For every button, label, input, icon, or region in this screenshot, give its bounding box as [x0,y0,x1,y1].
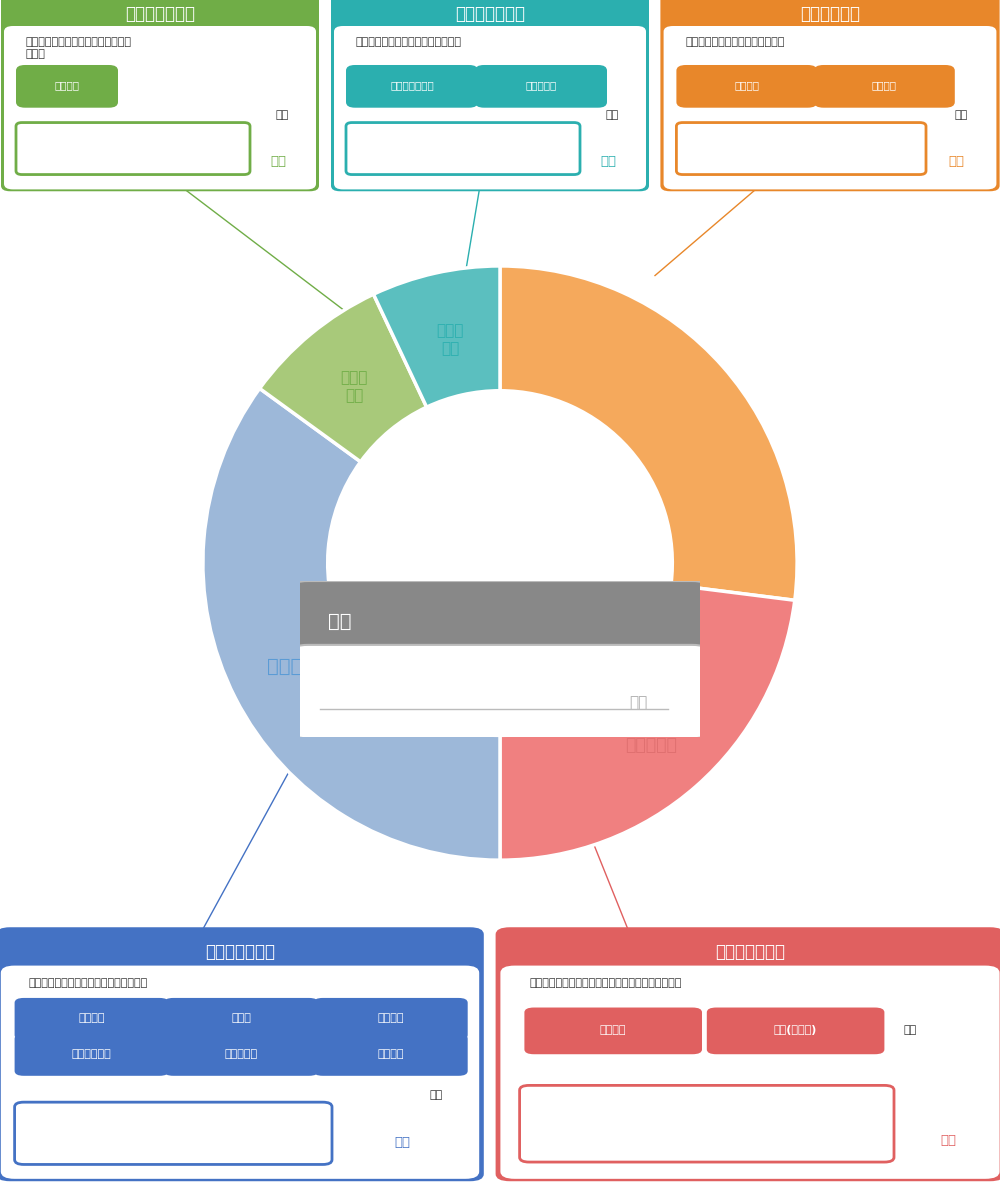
FancyBboxPatch shape [292,581,708,662]
FancyBboxPatch shape [1,966,479,1179]
FancyBboxPatch shape [164,998,318,1040]
Text: 外貨預金: 外貨預金 [377,1014,404,1023]
FancyBboxPatch shape [334,26,646,189]
FancyBboxPatch shape [15,998,169,1040]
FancyBboxPatch shape [314,1034,468,1076]
Text: 目的を決めた
まもるお金: 目的を決めた まもるお金 [620,715,682,754]
Text: 自分では使わず大切な家族にのこし
たい。: 自分では使わず大切な家族にのこし たい。 [25,37,131,59]
FancyBboxPatch shape [16,122,250,175]
FancyBboxPatch shape [314,998,468,1040]
Text: 将来に向けて運用してふやしてみたい。: 将来に向けて運用してふやしてみたい。 [28,978,148,987]
Text: 定期預金: 定期預金 [600,1025,626,1035]
FancyBboxPatch shape [331,0,649,192]
FancyBboxPatch shape [524,1008,702,1054]
FancyBboxPatch shape [292,645,708,738]
Text: 日常生活で
使うお金: 日常生活で 使うお金 [645,393,698,431]
Wedge shape [203,388,500,860]
Text: 医療・がん保険: 医療・がん保険 [390,80,434,90]
FancyBboxPatch shape [707,1008,884,1054]
FancyBboxPatch shape [1,0,319,192]
FancyBboxPatch shape [664,26,996,189]
Text: 普通預金: 普通預金 [734,80,759,90]
Text: など: など [276,110,289,120]
Text: のこす
お金: のこす お金 [340,370,368,403]
FancyBboxPatch shape [164,1034,318,1076]
Text: 貯蓄預金: 貯蓄預金 [872,80,897,90]
Text: 国債(公共債): 国債(公共債) [774,1025,817,1035]
FancyBboxPatch shape [676,122,926,175]
Wedge shape [260,295,427,461]
Text: 使う目的が決まっているので、着実に準備したい。: 使う目的が決まっているので、着実に準備したい。 [529,978,682,987]
Text: 「使う」お金: 「使う」お金 [800,5,860,23]
FancyBboxPatch shape [15,1034,169,1076]
Text: など: など [429,1090,442,1100]
FancyBboxPatch shape [346,65,478,108]
Text: 万円: 万円 [270,155,286,168]
FancyBboxPatch shape [660,0,1000,192]
FancyBboxPatch shape [346,122,580,175]
Wedge shape [373,266,500,407]
Text: 投資信託: 投資信託 [78,1014,105,1023]
Text: 「のこす」お金: 「のこす」お金 [125,5,195,23]
Text: ふやすお金: ふやすお金 [267,658,326,677]
FancyBboxPatch shape [676,65,817,108]
Text: 合計: 合計 [328,612,352,631]
FancyBboxPatch shape [475,65,607,108]
Text: 終身保険: 終身保険 [377,1049,404,1059]
Text: など: など [954,110,968,120]
Text: 「ふやす」お金: 「ふやす」お金 [205,943,275,962]
Text: 終身保険: 終身保険 [54,80,80,90]
Wedge shape [500,585,795,860]
Circle shape [328,391,672,736]
FancyBboxPatch shape [16,65,118,108]
FancyBboxPatch shape [0,927,484,1181]
FancyBboxPatch shape [15,1102,332,1164]
Text: など: など [606,110,619,120]
Text: 外貨建債券: 外貨建債券 [225,1049,258,1059]
Wedge shape [500,266,797,600]
FancyBboxPatch shape [4,26,316,189]
FancyBboxPatch shape [520,1085,894,1162]
FancyBboxPatch shape [814,65,955,108]
Text: 個人年金保険: 個人年金保険 [72,1049,112,1059]
Text: 仕組債: 仕組債 [231,1014,251,1023]
Text: 万円: 万円 [940,1135,956,1146]
Text: 万円: 万円 [394,1137,410,1149]
Text: 「備える」お金: 「備える」お金 [455,5,525,23]
FancyBboxPatch shape [500,966,1000,1179]
Text: 病気、ケガ、介護などに備えたい。: 病気、ケガ、介護などに備えたい。 [355,37,461,47]
Text: いつでも必要なときに使いたい。: いつでも必要なときに使いたい。 [686,37,785,47]
Text: 備える
お金: 備える お金 [436,323,464,356]
Text: 万円: 万円 [630,695,648,710]
Text: など: など [904,1025,917,1035]
Text: 「まもる」お金: 「まもる」お金 [715,943,785,962]
Text: 万円: 万円 [600,155,616,168]
Text: 認知症保険: 認知症保険 [525,80,557,90]
Text: 万円: 万円 [948,155,964,168]
FancyBboxPatch shape [496,927,1000,1181]
